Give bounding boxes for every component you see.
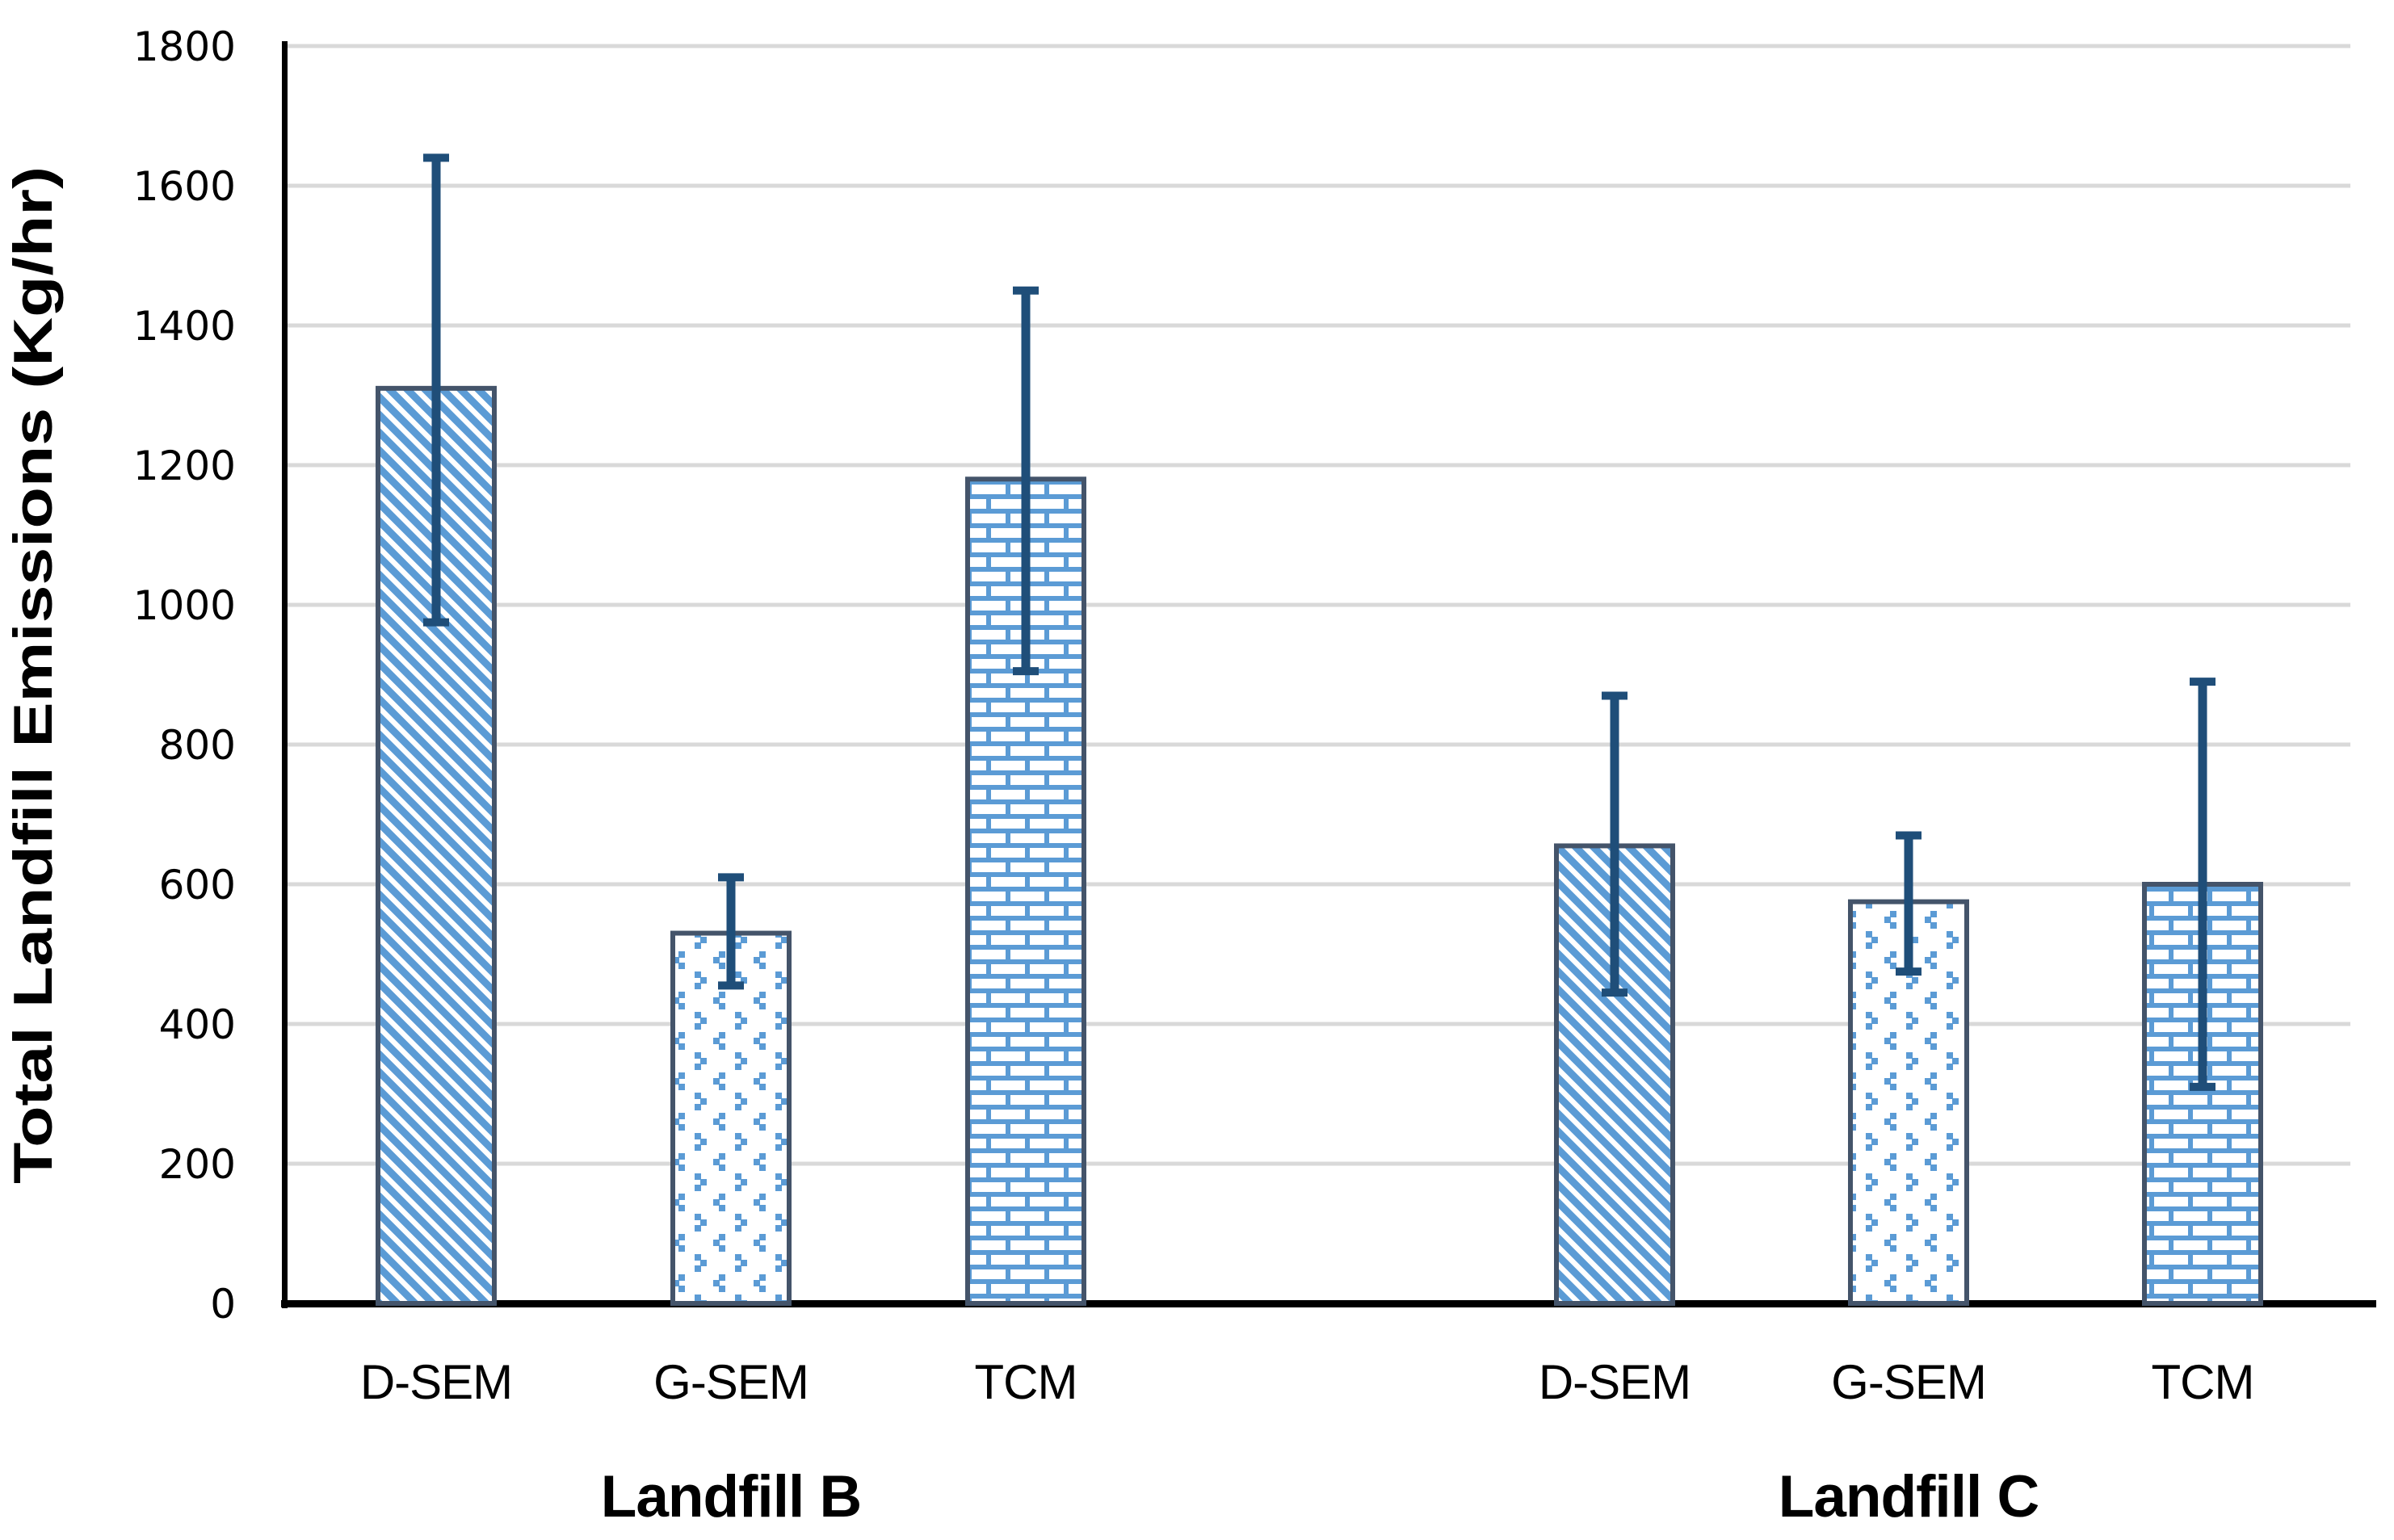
axes: [281, 41, 2376, 1308]
y-tick-label-1600: 1600: [133, 163, 236, 210]
error-bars: [423, 153, 2216, 1091]
y-axis-title-group: Total Landfill Emissions (Kg/hr): [2, 166, 64, 1184]
category-label-LandfillB-TCM: TCM: [975, 1355, 1077, 1409]
y-tick-label-1800: 1800: [133, 23, 236, 70]
category-label-LandfillB-G-SEM: G-SEM: [653, 1355, 808, 1409]
y-tick-label-1200: 1200: [133, 443, 236, 489]
error-bar-LandfillC-G-SEM: [1896, 831, 1922, 976]
gridline-200: [284, 1161, 2350, 1166]
x-axis-category-labels: D-SEM G-SEM TCM D-SEM G-SEM TCM: [360, 1355, 2255, 1409]
gridline-1800: [284, 44, 2350, 48]
gridline-1400: [284, 323, 2350, 328]
error-bar-LandfillB-G-SEM: [718, 873, 744, 990]
y-tick-label-1400: 1400: [133, 303, 236, 350]
gridline-1200: [284, 463, 2350, 468]
y-axis-tick-labels: 0 200 400 600 800 1000 1200 1400 1600 1800: [133, 23, 236, 1328]
gridlines: [284, 44, 2350, 1166]
x-axis-group-labels: Landfill B Landfill C: [601, 1464, 2040, 1530]
x-axis-line: [281, 1300, 2376, 1307]
gridline-600: [284, 882, 2350, 887]
gridline-800: [284, 742, 2350, 747]
category-label-LandfillC-TCM: TCM: [2152, 1355, 2254, 1409]
y-tick-label-600: 600: [159, 862, 236, 908]
gridline-400: [284, 1022, 2350, 1026]
y-tick-label-200: 200: [159, 1141, 236, 1188]
bar-LandfillC-G-SEM: [1848, 899, 1969, 1306]
group-label-LandfillC: Landfill C: [1779, 1464, 2039, 1530]
error-bar-LandfillB-D-SEM: [423, 153, 449, 627]
error-bar-LandfillC-D-SEM: [1602, 691, 1628, 997]
category-label-LandfillC-D-SEM: D-SEM: [1539, 1355, 1690, 1409]
category-label-LandfillB-D-SEM: D-SEM: [360, 1355, 512, 1409]
group-label-LandfillB: Landfill B: [601, 1464, 862, 1530]
error-bar-LandfillB-TCM: [1013, 286, 1039, 676]
y-tick-label-400: 400: [159, 1001, 236, 1048]
y-tick-label-0: 0: [210, 1281, 236, 1328]
y-axis-title: Total Landfill Emissions (Kg/hr): [2, 166, 64, 1184]
gridline-1000: [284, 602, 2350, 607]
category-label-LandfillC-G-SEM: G-SEM: [1831, 1355, 1986, 1409]
y-tick-label-1000: 1000: [133, 582, 236, 629]
y-axis-line: [282, 41, 288, 1308]
gridline-1600: [284, 183, 2350, 188]
error-bar-LandfillC-TCM: [2190, 678, 2216, 1091]
y-tick-label-800: 800: [159, 722, 236, 769]
